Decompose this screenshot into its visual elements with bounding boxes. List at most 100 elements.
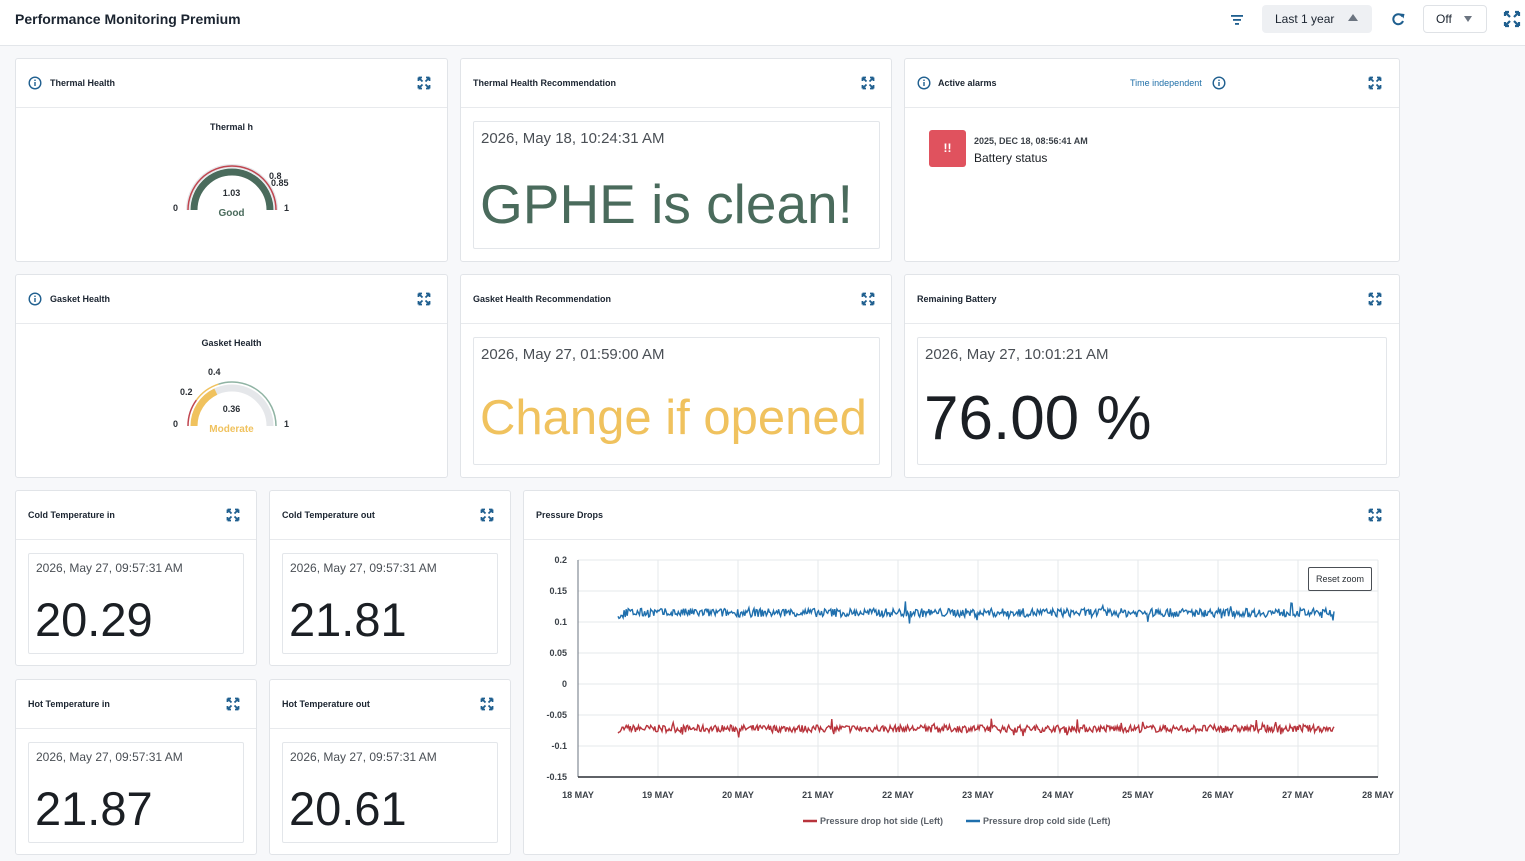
expand-icon[interactable] [1368, 292, 1382, 306]
x-tick-label: 19 MAY [642, 790, 674, 800]
value-box: 2026, May 27, 09:57:31 AM 21.81 [282, 553, 498, 654]
value-box: 2026, May 27, 10:01:21 AM 76.00 % [917, 337, 1387, 465]
gauge-min-label: 0 [173, 203, 179, 213]
top-bar: Performance Monitoring Premium Last 1 ye… [0, 0, 1525, 46]
expand-icon[interactable] [480, 697, 494, 711]
x-tick-label: 26 MAY [1202, 790, 1234, 800]
x-tick-label: 20 MAY [722, 790, 754, 800]
fullscreen-icon[interactable] [1503, 10, 1521, 28]
gasket-recommendation-card: Gasket Health Recommendation 2026, May 2… [460, 274, 892, 478]
card-title: Cold Temperature in [28, 510, 115, 520]
expand-icon[interactable] [1368, 508, 1382, 522]
card-title: Thermal Health Recommendation [473, 78, 617, 88]
caret-up-icon [1348, 14, 1358, 21]
reset-zoom-button[interactable]: Reset zoom [1308, 567, 1372, 591]
info-icon[interactable] [917, 76, 931, 90]
timestamp: 2026, May 27, 09:57:31 AM [36, 750, 183, 764]
gauge-value: 1.03 [222, 188, 241, 198]
expand-icon[interactable] [1368, 76, 1382, 90]
timestamp: 2026, May 27, 10:01:21 AM [925, 346, 1109, 363]
timestamp: 2026, May 27, 09:57:31 AM [36, 561, 183, 575]
hot-temperature-in-card: Hot Temperature in 2026, May 27, 09:57:3… [15, 679, 257, 855]
value-box: 2026, May 27, 09:57:31 AM 21.87 [28, 742, 244, 843]
card-header: Remaining Battery [905, 275, 1399, 324]
cold-temperature-in-card: Cold Temperature in 2026, May 27, 09:57:… [15, 490, 257, 666]
info-icon[interactable] [28, 76, 42, 90]
time-range-label: Last 1 year [1275, 12, 1335, 26]
y-tick-label: 0.2 [554, 555, 567, 565]
y-tick-label: 0 [562, 679, 567, 689]
value-box: 2026, May 18, 10:24:31 AM GPHE is clean! [473, 121, 880, 249]
gauge-value: 0.36 [222, 404, 241, 414]
gauge-min-label: 0 [173, 419, 179, 429]
gauge-threshold-label: 0.85 [271, 178, 289, 188]
timestamp: 2026, May 27, 09:57:31 AM [290, 750, 437, 764]
pressure-drops-card: Pressure Drops [523, 490, 1400, 855]
card-header: Pressure Drops [524, 491, 1399, 540]
y-tick-label: -0.15 [546, 772, 567, 782]
gauge-threshold-label: 0.4 [208, 367, 221, 377]
y-tick-label: -0.05 [546, 710, 567, 720]
recommendation-text: GPHE is clean! [480, 173, 853, 235]
x-tick-label: 25 MAY [1122, 790, 1154, 800]
gauge-title: Thermal h [209, 122, 253, 132]
legend-label: Pressure drop hot side (Left) [820, 816, 943, 826]
temperature-value: 21.81 [289, 593, 407, 646]
alarm-name[interactable]: Battery status [974, 151, 1048, 165]
card-title: Gasket Health Recommendation [473, 294, 612, 304]
timestamp: 2026, May 27, 09:57:31 AM [290, 561, 437, 575]
gauge-threshold-label: 0.8 [269, 171, 282, 181]
x-tick-label: 21 MAY [802, 790, 834, 800]
timestamp: 2026, May 18, 10:24:31 AM [481, 130, 665, 147]
x-tick-label: 23 MAY [962, 790, 994, 800]
expand-icon[interactable] [226, 508, 240, 522]
caret-down-icon [1464, 16, 1472, 22]
gasket-health-card: Gasket Health Gasket Health 0 1 0.2 0.4 … [15, 274, 448, 478]
remaining-battery-card: Remaining Battery 2026, May 27, 10:01:21… [904, 274, 1400, 478]
gauge-max-label: 1 [284, 419, 290, 429]
series-line [617, 601, 1335, 624]
time-range-select[interactable]: Last 1 year [1262, 5, 1372, 33]
auto-refresh-select[interactable]: Off [1423, 5, 1487, 33]
gauge-max-label: 1 [284, 203, 290, 213]
card-title: Cold Temperature out [282, 510, 375, 520]
expand-icon[interactable] [861, 292, 875, 306]
x-tick-label: 28 MAY [1362, 790, 1394, 800]
legend-label: Pressure drop cold side (Left) [983, 816, 1111, 826]
timestamp: 2026, May 27, 01:59:00 AM [481, 346, 665, 363]
card-title: Remaining Battery [917, 294, 997, 304]
value-box: 2026, May 27, 09:57:31 AM 20.61 [282, 742, 498, 843]
x-tick-label: 18 MAY [562, 790, 594, 800]
card-header: Cold Temperature out [270, 491, 510, 540]
time-independent-link[interactable]: Time independent [1130, 78, 1202, 88]
filter-icon[interactable] [1228, 11, 1246, 29]
expand-icon[interactable] [480, 508, 494, 522]
refresh-icon[interactable] [1389, 10, 1407, 28]
active-alarms-card: Active alarms Time independent !! 2025, … [904, 58, 1400, 262]
card-title: Thermal Health [50, 78, 116, 88]
thermal-recommendation-card: Thermal Health Recommendation 2026, May … [460, 58, 892, 262]
card-header: Active alarms Time independent [905, 59, 1399, 108]
value-box: 2026, May 27, 09:57:31 AM 20.29 [28, 553, 244, 654]
card-header: Thermal Health [16, 59, 447, 108]
info-icon[interactable] [1212, 76, 1226, 90]
expand-icon[interactable] [226, 697, 240, 711]
card-title: Hot Temperature in [28, 699, 110, 709]
value-box: 2026, May 27, 01:59:00 AM Change if open… [473, 337, 880, 465]
expand-icon[interactable] [417, 292, 431, 306]
gauge-title: Gasket Health [201, 338, 262, 348]
thermal-gauge [186, 164, 278, 211]
x-tick-label: 27 MAY [1282, 790, 1314, 800]
expand-icon[interactable] [417, 76, 431, 90]
expand-icon[interactable] [861, 76, 875, 90]
info-icon[interactable] [28, 292, 42, 306]
gauge-status: Good [218, 208, 245, 219]
hot-temperature-out-card: Hot Temperature out 2026, May 27, 09:57:… [269, 679, 511, 855]
temperature-value: 20.29 [35, 593, 153, 646]
recommendation-text: Change if opened [480, 391, 867, 445]
cold-temperature-out-card: Cold Temperature out 2026, May 27, 09:57… [269, 490, 511, 666]
x-tick-label: 22 MAY [882, 790, 914, 800]
card-title: Pressure Drops [536, 510, 604, 520]
card-title: Gasket Health [50, 294, 111, 304]
pressure-drops-chart: 0.2 0.15 0.1 0.05 0 -0.05 -0.1 -0.15 18 MAY 19 MA… [546, 555, 1394, 826]
